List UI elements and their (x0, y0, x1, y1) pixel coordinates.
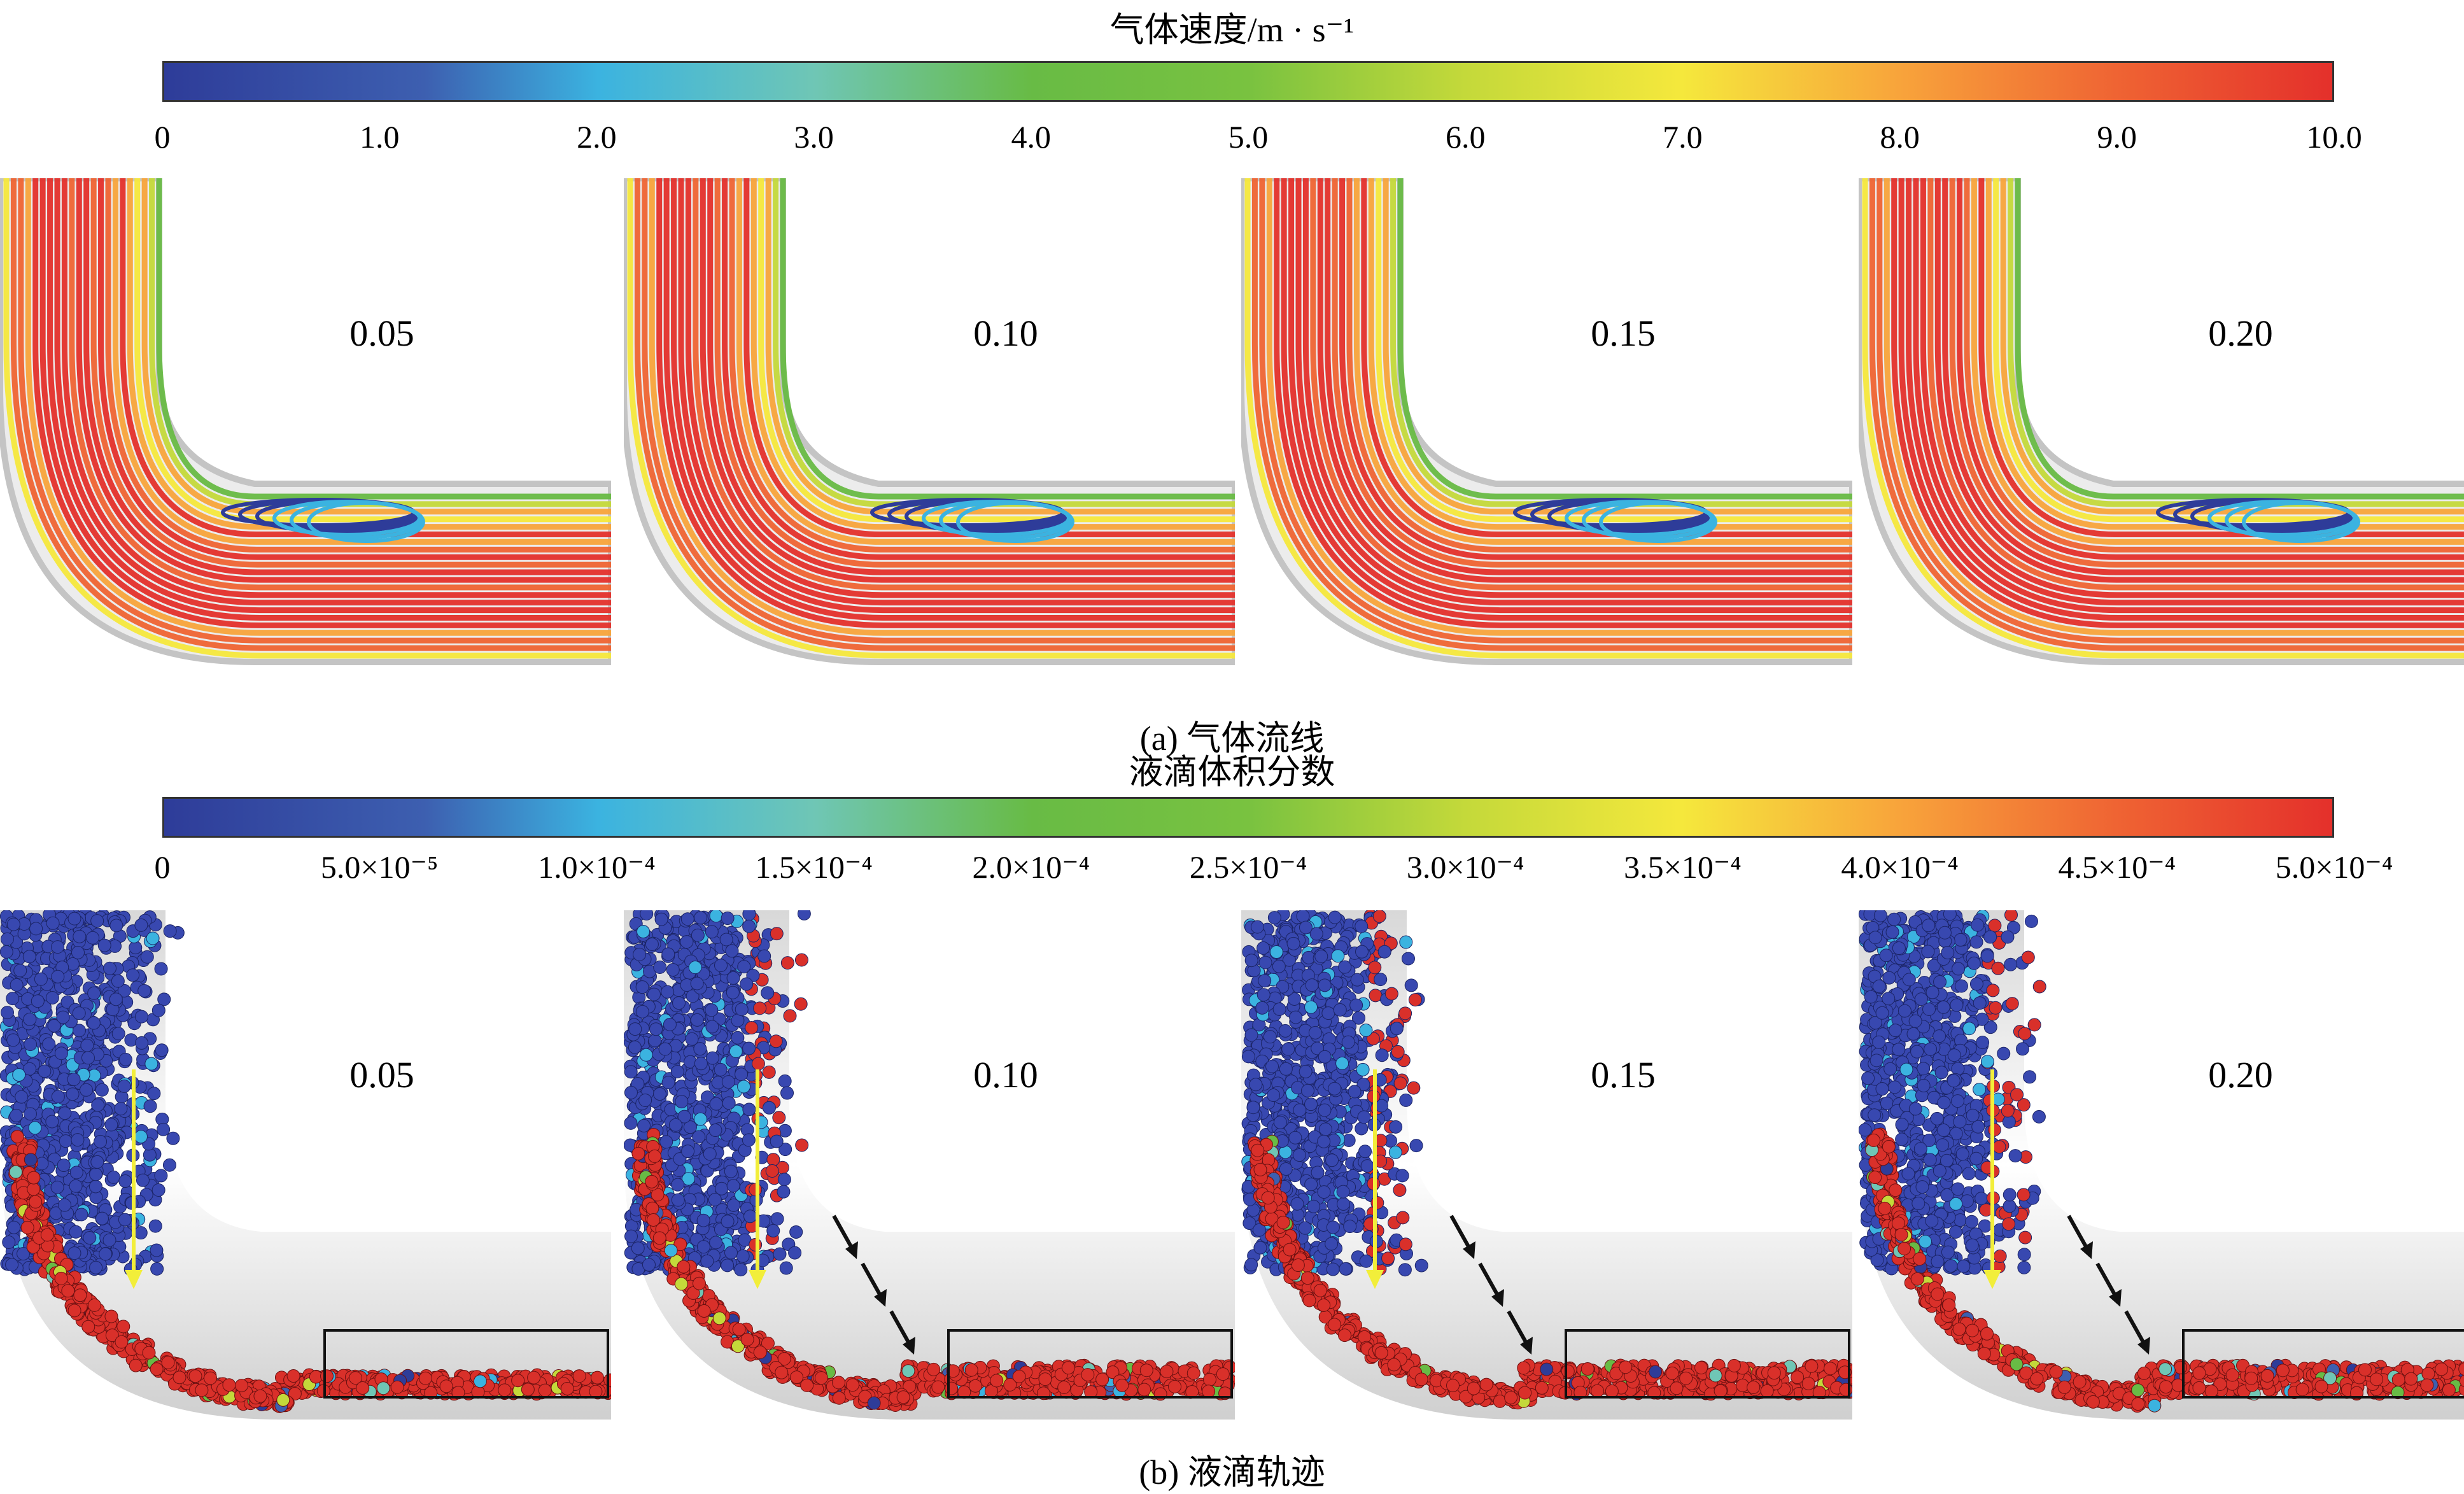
streamline-plot (1241, 178, 1852, 668)
droplet-plot (0, 910, 611, 1420)
colorbar-a-title: 气体速度/m · s⁻¹ (0, 1, 2464, 52)
droplet-plot (1241, 910, 1852, 1420)
droplet-plot (624, 910, 1235, 1420)
streamline-plot (624, 178, 1235, 668)
panel-a-label: 0.10 (973, 312, 1038, 355)
panel-b-label: 0.05 (349, 1054, 414, 1096)
colorbar-a-tick: 2.0 (577, 118, 617, 155)
colorbar-b-tick: 3.5×10⁻⁴ (1624, 849, 1742, 885)
caption-b: (b) 液滴轨迹 (0, 1444, 2464, 1494)
colorbar-b-tick: 5.0×10⁻⁴ (2276, 849, 2393, 885)
colorbar-a-tick: 7.0 (1663, 118, 1703, 155)
colorbar-b-tick: 2.0×10⁻⁴ (973, 849, 1090, 885)
panel-a-label: 0.20 (2208, 312, 2273, 355)
streamline-panel: 0.10 (624, 178, 1235, 668)
droplet-panel: 0.20 (1859, 910, 2464, 1420)
colorbar-a-tick: 3.0 (794, 118, 834, 155)
colorbar-a-tick: 1.0 (360, 118, 400, 155)
panel-a-label: 0.05 (349, 312, 414, 355)
colorbar-a-tick: 0 (155, 118, 171, 155)
colorbar-a-tick: 6.0 (1446, 118, 1486, 155)
colorbar-b-tick: 4.0×10⁻⁴ (1841, 849, 1959, 885)
panel-b-label: 0.20 (2208, 1054, 2273, 1096)
colorbar-a-tick: 10.0 (2306, 118, 2362, 155)
colorbar-b-tick: 0 (155, 849, 171, 885)
droplet-panel: 0.10 (624, 910, 1235, 1420)
panel-b-label: 0.10 (973, 1054, 1038, 1096)
colorbar-a-tick: 8.0 (1880, 118, 1920, 155)
colorbar-b (162, 797, 2334, 838)
colorbar-b-tick: 5.0×10⁻⁵ (321, 849, 439, 885)
streamline-plot (1859, 178, 2464, 668)
colorbar-a-tick: 4.0 (1011, 118, 1052, 155)
panel-a-label: 0.15 (1591, 312, 1656, 355)
droplet-plot (1859, 910, 2464, 1420)
colorbar-a-tick: 5.0 (1228, 118, 1269, 155)
colorbar-b-tick: 3.0×10⁻⁴ (1407, 849, 1524, 885)
colorbar-b-tick: 2.5×10⁻⁴ (1190, 849, 1307, 885)
streamline-panel: 0.20 (1859, 178, 2464, 668)
droplet-panel: 0.15 (1241, 910, 1852, 1420)
colorbar-a (162, 61, 2334, 102)
colorbar-b-title: 液滴体积分数 (0, 743, 2464, 794)
colorbar-b-tick: 1.0×10⁻⁴ (538, 849, 656, 885)
colorbar-b-tick: 1.5×10⁻⁴ (755, 849, 873, 885)
streamline-panel: 0.15 (1241, 178, 1852, 668)
streamline-plot (0, 178, 611, 668)
streamline-panel: 0.05 (0, 178, 611, 668)
colorbar-a-tick: 9.0 (2097, 118, 2137, 155)
colorbar-b-tick: 4.5×10⁻⁴ (2059, 849, 2176, 885)
panel-b-label: 0.15 (1591, 1054, 1656, 1096)
droplet-panel: 0.05 (0, 910, 611, 1420)
